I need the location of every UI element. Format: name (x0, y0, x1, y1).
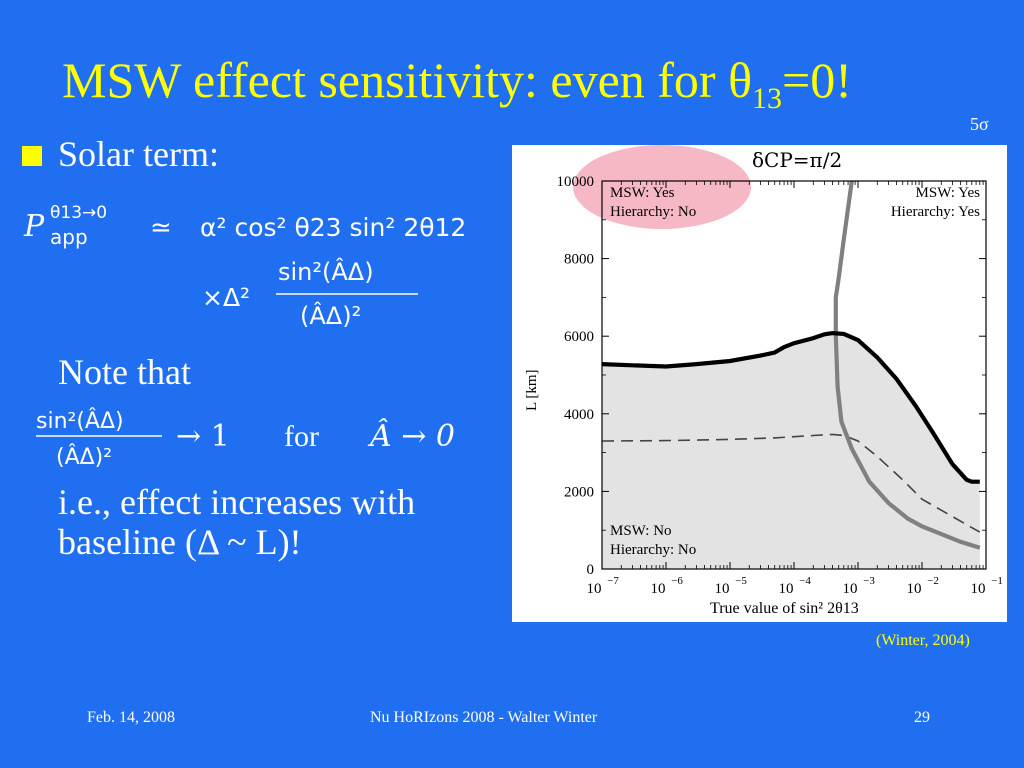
limit-fraction-numerator: sin²(ÂΔ) (36, 408, 124, 434)
x-tick-label: 10 (907, 581, 922, 597)
limit-formula: sin²(ÂΔ) (ÂΔ)² → 1 for Â → 0 (36, 408, 455, 470)
plot-frame (601, 180, 987, 570)
y-tick-label: 2000 (564, 484, 594, 500)
slide-title: MSW effect sensitivity: even for θ13=0! (62, 52, 1002, 127)
formula-approx: ≃ (150, 213, 172, 243)
x-tick-exponent: −5 (735, 575, 747, 587)
limit-condition: Â → 0 (367, 418, 455, 454)
limit-for: for (284, 420, 319, 453)
region-label: Hierarchy: No (610, 542, 696, 558)
x-tick-exponent: −4 (799, 575, 811, 587)
y-tick-label: 10000 (557, 174, 595, 190)
shaded-region (602, 333, 980, 569)
region-label: MSW: Yes (916, 185, 981, 201)
x-tick-labels: 10 −7 10 −6 10 −5 10 −4 10 −3 10 −2 10 −1 (587, 575, 1003, 597)
note-text: Note that (58, 352, 191, 392)
series-gray (833, 180, 981, 550)
limit-fraction-denominator: (ÂΔ)² (56, 444, 112, 470)
footer-page-number: 29 (914, 709, 930, 726)
series-black (601, 330, 980, 484)
formula-rhs: α² cos² θ23 sin² 2θ12 (200, 213, 466, 242)
formula-fraction-numerator: sin²(ÂΔ) (278, 257, 374, 286)
formula-fraction-denominator: (ÂΔ)² (300, 301, 361, 330)
limit-arrow: → 1 (176, 419, 230, 454)
bullet-square-icon (22, 146, 42, 166)
formula-p-superscript: θ13→0 (50, 203, 107, 223)
y-tick-label: 4000 (564, 407, 594, 423)
conclusion-text: i.e., effect increases with baseline (Δ … (58, 482, 416, 562)
formula-times: ×Δ² (202, 283, 250, 312)
highlight-ellipse (573, 145, 751, 229)
significance-label: 5σ (970, 114, 989, 134)
x-tick-label: 10 (779, 581, 794, 597)
region-label: MSW: No (610, 523, 672, 539)
x-tick-label: 10 (843, 581, 858, 597)
y-tick-label: 0 (587, 562, 595, 578)
region-label: Hierarchy: Yes (891, 204, 980, 220)
formula-p-subscript: app (50, 225, 88, 249)
citation: (Winter, 2004) (876, 632, 970, 649)
x-tick-label: 10 (651, 581, 666, 597)
region-label: MSW: Yes (610, 185, 675, 201)
x-tick-label: 10 (971, 581, 986, 597)
y-tick-labels: 0 2000 4000 6000 8000 10000 (557, 174, 595, 578)
x-axis-label: True value of sin² 2θ13 (710, 600, 859, 617)
solar-term-formula: P θ13→0 app ≃ α² cos² θ23 sin² 2θ12 ×Δ² … (23, 203, 466, 330)
x-tick-exponent: −1 (991, 575, 1003, 587)
x-tick-exponent: −3 (863, 575, 875, 587)
title-subscript: 13 (752, 82, 783, 115)
y-axis-label: L [km] (524, 369, 540, 411)
region-labels: MSW: Yes Hierarchy: No MSW: Yes Hierarchy: … (610, 185, 980, 558)
chart-title: δCP=π/2 (752, 148, 842, 172)
bullet-text: Solar term: (58, 134, 219, 174)
x-tick-label: 10 (587, 581, 602, 597)
y-tick-label: 8000 (564, 252, 594, 268)
series-dashed (601, 433, 981, 533)
y-tick-label: 6000 (564, 329, 594, 345)
title-tail: =0! (782, 52, 852, 108)
title-main: MSW effect sensitivity: even for θ (62, 52, 753, 108)
sensitivity-plot: 0 2000 4000 6000 8000 10000 10 −7 10 −6 10 −5 10 −4 1… (512, 145, 1007, 622)
footer-talk-title: Nu HoRIzons 2008 - Walter Winter (370, 709, 598, 726)
region-label: Hierarchy: No (610, 204, 696, 220)
x-tick-exponent: −7 (607, 575, 619, 587)
formula-p: P (23, 209, 45, 244)
footer-date: Feb. 14, 2008 (87, 709, 175, 726)
x-tick-exponent: −2 (927, 575, 939, 587)
x-tick-exponent: −6 (671, 575, 683, 587)
x-tick-label: 10 (715, 581, 730, 597)
